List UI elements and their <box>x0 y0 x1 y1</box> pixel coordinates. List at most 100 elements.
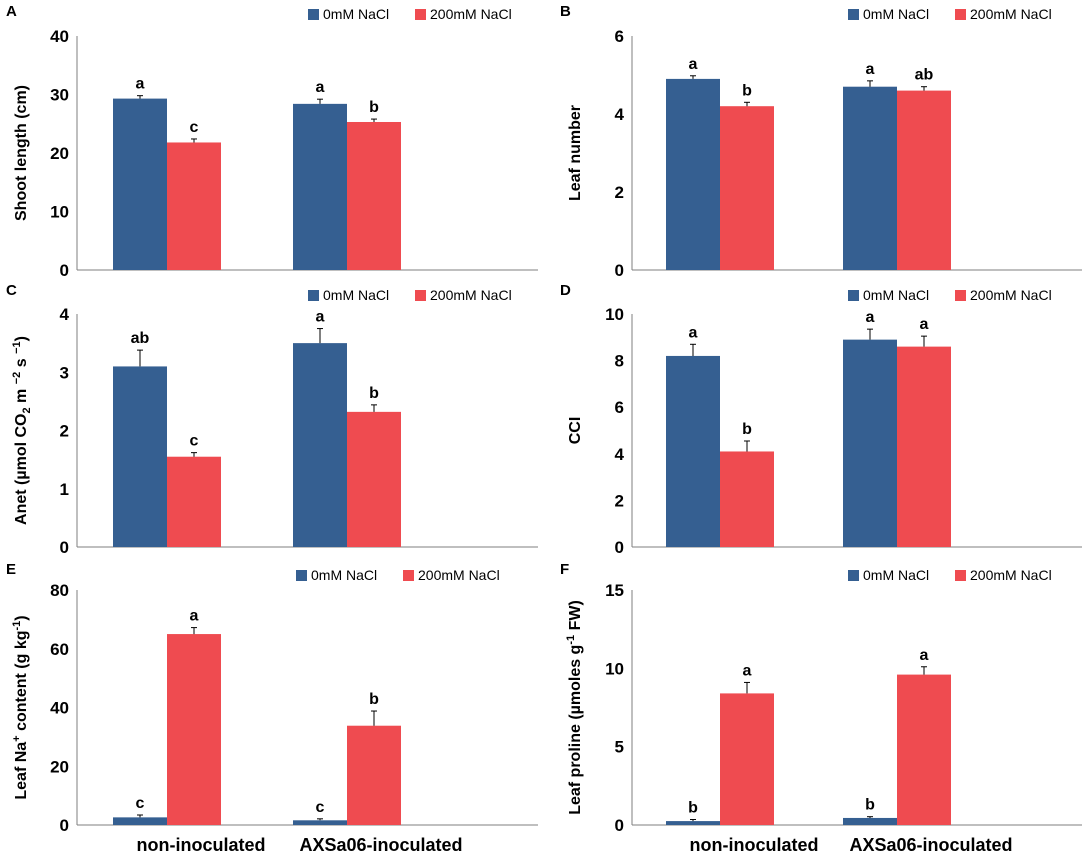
ylabel-part-c: s <box>13 354 30 372</box>
sig-letter-e-1-1: b <box>369 691 379 708</box>
bar-c-1-0 <box>293 343 347 547</box>
legend-swatch-e-1 <box>403 570 414 581</box>
sig-letter-d-0-0: a <box>689 324 698 341</box>
ytick-label-c: 0 <box>60 538 69 557</box>
legend-swatch-d-0 <box>848 290 859 301</box>
ytick-label-c: 3 <box>60 363 69 382</box>
legend-label-d-1: 200mM NaCl <box>970 287 1052 303</box>
ytick-label-d: 6 <box>615 398 624 417</box>
ytick-label-c: 1 <box>60 480 69 499</box>
ytick-label-c: 2 <box>60 422 69 441</box>
ytick-label-e: 60 <box>50 640 69 659</box>
legend-label-f-0: 0mM NaCl <box>863 567 929 583</box>
sig-letter-c-1-1: b <box>369 385 379 402</box>
xtick-label-e-1: AXSa06-inoculated <box>299 835 462 855</box>
ytick-label-e: 20 <box>50 757 69 776</box>
sig-letter-e-0-1: a <box>190 608 199 625</box>
ylabel-part-f: -1 <box>565 635 577 645</box>
ytick-label-d: 0 <box>615 538 624 557</box>
ylabel-a: Shoot length (cm) <box>13 85 30 221</box>
xtick-label-e-0: non-inoculated <box>137 835 266 855</box>
bar-e-1-1 <box>347 725 401 825</box>
bar-f-1-1 <box>897 674 951 825</box>
ylabel-part-c: Anet (µmol CO <box>13 414 30 525</box>
ytick-label-a: 0 <box>60 261 69 280</box>
legend-label-c-1: 200mM NaCl <box>430 287 512 303</box>
sig-letter-b-1-1: ab <box>915 67 934 84</box>
bar-d-1-1 <box>897 346 951 547</box>
legend-label-a-0: 0mM NaCl <box>323 6 389 22</box>
bar-e-0-0 <box>113 817 167 825</box>
ytick-label-f: 15 <box>605 581 624 600</box>
ytick-label-b: 0 <box>615 261 624 280</box>
panel-label-b: B <box>560 3 571 20</box>
legend-label-d-0: 0mM NaCl <box>863 287 929 303</box>
sig-letter-e-0-0: c <box>136 795 145 812</box>
sig-letter-a-1-1: b <box>369 99 379 116</box>
panel-label-d: D <box>560 282 571 299</box>
sig-letter-f-0-0: b <box>688 800 698 817</box>
ytick-label-e: 80 <box>50 581 69 600</box>
legend-label-e-1: 200mM NaCl <box>418 567 500 583</box>
sig-letter-b-0-1: b <box>742 82 752 99</box>
bar-a-1-1 <box>347 121 401 271</box>
bar-b-0-0 <box>666 78 720 271</box>
panel-label-f: F <box>560 561 569 578</box>
bar-a-1-0 <box>293 103 347 270</box>
ytick-label-e: 40 <box>50 699 69 718</box>
ylabel-b: Leaf number <box>567 105 584 201</box>
legend-swatch-d-1 <box>955 290 966 301</box>
bar-b-1-1 <box>897 90 951 270</box>
ylabel-part-c: −2 <box>11 372 23 385</box>
legend-label-c-0: 0mM NaCl <box>323 287 389 303</box>
bar-a-0-1 <box>167 142 221 270</box>
bar-d-1-0 <box>843 339 897 547</box>
bar-a-0-0 <box>113 98 167 270</box>
ylabel-part-f: FW) <box>567 600 584 635</box>
bar-c-0-0 <box>113 366 167 547</box>
sig-letter-a-0-0: a <box>136 76 145 93</box>
panel-label-e: E <box>6 561 16 578</box>
legend-swatch-f-0 <box>848 570 859 581</box>
legend-swatch-a-1 <box>415 9 426 20</box>
ytick-label-d: 2 <box>615 491 624 510</box>
sig-letter-d-1-0: a <box>866 309 875 326</box>
ylabel-f: Leaf proline (µmoles g-1 FW) <box>565 600 584 815</box>
bar-b-1-0 <box>843 86 897 270</box>
bar-b-0-1 <box>720 106 774 270</box>
ylabel-part-e: Leaf Na <box>13 742 30 800</box>
ytick-label-b: 2 <box>615 183 624 202</box>
ylabel-d: CCI <box>567 417 584 445</box>
ylabel-part-c: 2 <box>21 407 33 413</box>
legend-label-b-0: 0mM NaCl <box>863 6 929 22</box>
ytick-label-d: 4 <box>615 445 625 464</box>
legend-swatch-f-1 <box>955 570 966 581</box>
xtick-label-f-0: non-inoculated <box>690 835 819 855</box>
sig-letter-d-0-1: b <box>742 421 752 438</box>
legend-swatch-a-0 <box>308 9 319 20</box>
ylabel-part-e: + <box>11 735 23 741</box>
bar-c-0-1 <box>167 456 221 547</box>
ytick-label-b: 4 <box>615 105 625 124</box>
bar-f-1-0 <box>843 817 897 825</box>
sig-letter-c-1-0: a <box>316 309 325 326</box>
ylabel-part-c: m <box>13 384 30 407</box>
legend-swatch-c-1 <box>415 290 426 301</box>
legend-swatch-c-0 <box>308 290 319 301</box>
panel-label-c: C <box>6 282 17 299</box>
sig-letter-d-1-1: a <box>920 316 929 333</box>
ytick-label-e: 0 <box>60 816 69 835</box>
sig-letter-f-1-1: a <box>920 647 929 664</box>
ylabel-part-e: content (g kg <box>13 630 30 735</box>
sig-letter-c-0-0: ab <box>131 330 150 347</box>
ytick-label-c: 4 <box>60 305 70 324</box>
sig-letter-b-0-0: a <box>689 56 698 73</box>
bar-e-0-1 <box>167 634 221 825</box>
ytick-label-d: 10 <box>605 305 624 324</box>
bar-d-0-0 <box>666 355 720 547</box>
ytick-label-d: 8 <box>615 352 624 371</box>
ylabel-part-c: −1 <box>11 341 23 354</box>
bar-f-0-0 <box>666 821 720 825</box>
